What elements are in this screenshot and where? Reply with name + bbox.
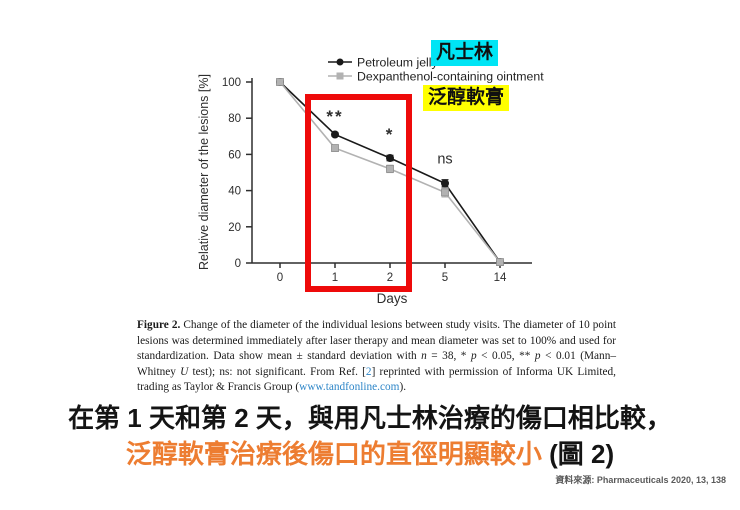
caption-text: Figure 2. xyxy=(137,319,184,331)
caption-text: ] reprinted with permission of Informa U… xyxy=(137,365,616,394)
x-tick-label: 2 xyxy=(387,272,393,284)
summary-line1: 在第 1 天和第 2 天，與用凡士林治療的傷口相比較， xyxy=(68,403,672,433)
caption-text: n xyxy=(421,350,427,362)
y-tick-label: 60 xyxy=(228,149,241,161)
annotation-stars: * xyxy=(386,125,395,144)
caption-text: p xyxy=(470,350,477,362)
caption-text: p xyxy=(534,350,541,362)
y-tick-label: 80 xyxy=(228,113,241,125)
y-tick-label: 100 xyxy=(222,77,241,89)
source-citation: 資料來源: Pharmaceuticals 2020, 13, 138 xyxy=(555,473,726,486)
summary-highlight-text: 泛醇軟膏治療後傷口的直徑明顯較小 xyxy=(125,439,542,469)
markers-dexpanthenol xyxy=(276,78,504,266)
annotation-stars: ** xyxy=(326,107,343,126)
x-tick-label: 5 xyxy=(442,272,448,284)
summary-heading: 在第 1 天和第 2 天，與用凡士林治療的傷口相比較， 泛醇軟膏治療後傷口的直徑… xyxy=(0,400,740,472)
y-tick-label: 40 xyxy=(228,186,241,198)
x-axis-title: Days xyxy=(377,291,408,306)
figure-caption: Figure 2. Change of the diameter of the … xyxy=(137,318,616,396)
y-axis-title: Relative diameter of the lesions [%] xyxy=(197,74,211,270)
caption-text: < 0.05, ** xyxy=(476,350,535,362)
highlight-rectangle xyxy=(305,94,412,292)
caption-link[interactable]: www.tandfonline.com xyxy=(299,381,400,393)
caption-link[interactable]: 2 xyxy=(365,365,372,378)
caption-text: = 38, * xyxy=(426,350,471,362)
caption-text: test); ns: not significant. From Ref. [ xyxy=(188,365,366,378)
source-prefix: 資料來源: xyxy=(555,475,597,485)
caption-text: ). xyxy=(399,381,407,393)
legend-label: Petroleum jelly xyxy=(357,55,438,69)
y-tick-label: 20 xyxy=(228,222,241,234)
annotation-ns: ns xyxy=(437,151,452,167)
petroleum-jelly-zh-label: 凡士林 xyxy=(431,40,499,66)
summary-line2: 泛醇軟膏治療後傷口的直徑明顯較小 (圖 2) xyxy=(0,436,740,472)
dexpanthenol-zh-label: 泛醇軟膏 xyxy=(423,85,510,111)
caption-text: U xyxy=(180,365,189,378)
y-tick-label: 0 xyxy=(235,258,241,270)
legend-label: Dexpanthenol-containing ointment xyxy=(357,69,544,83)
caption-text: Change of the diameter of the individual… xyxy=(137,319,616,362)
source-reference: Pharmaceuticals 2020, 13, 138 xyxy=(596,475,726,485)
x-tick-label: 0 xyxy=(277,272,283,284)
x-tick-label: 1 xyxy=(332,272,338,284)
x-tick-label: 14 xyxy=(494,272,507,284)
caption-text: < 0.01 (Mann–Whitney xyxy=(137,350,616,378)
significance-annotations: ***ns xyxy=(326,107,452,168)
summary-suffix: (圖 2) xyxy=(541,439,615,469)
lesion-diameter-chart: 0 20 40 60 80 100 0 1 2 5 14 Days Relative diameter … xyxy=(197,55,544,306)
